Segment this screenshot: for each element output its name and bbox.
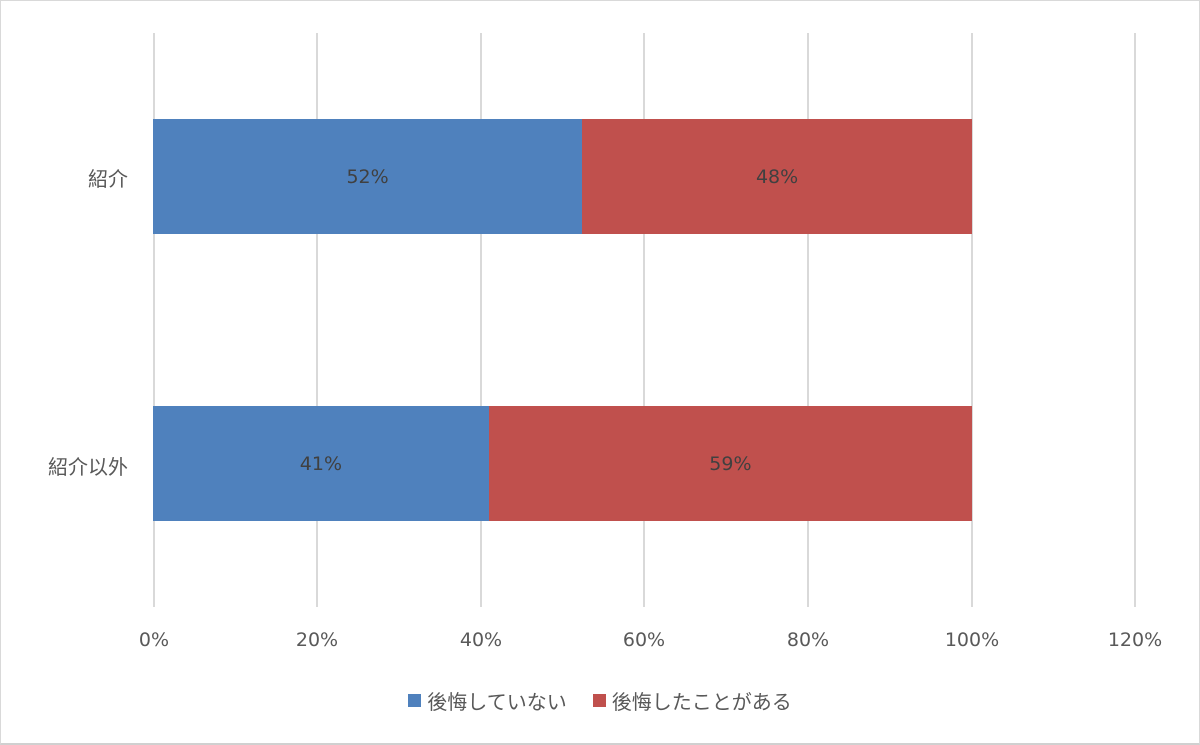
legend-swatch-red bbox=[592, 694, 606, 707]
bar-segment-regret: 48% bbox=[582, 119, 972, 234]
x-tick-label: 100% bbox=[944, 629, 1000, 651]
x-tick-label: 80% bbox=[786, 629, 830, 651]
x-tick-label: 40% bbox=[459, 629, 503, 651]
x-tick-label: 20% bbox=[295, 629, 339, 651]
bar-row-shokai: 52% 48% bbox=[153, 119, 972, 234]
bar-segment-no-regret: 41% bbox=[153, 406, 489, 521]
data-label: 59% bbox=[709, 452, 752, 475]
bar-segment-regret: 59% bbox=[488, 406, 972, 521]
legend-swatch-blue bbox=[408, 694, 422, 707]
gridline-100 bbox=[971, 33, 973, 607]
data-label: 48% bbox=[755, 165, 799, 188]
gridline-20 bbox=[316, 33, 318, 607]
category-label-shokai-igai: 紹介以外 bbox=[48, 455, 128, 479]
x-tick-label: 0% bbox=[138, 629, 170, 651]
gridline-0 bbox=[153, 33, 155, 607]
legend-label: 後悔していない bbox=[427, 690, 567, 714]
legend-item-no-regret: 後悔していない bbox=[408, 686, 567, 715]
bar-segment-no-regret: 52% bbox=[153, 119, 583, 234]
legend-item-regret: 後悔したことがある bbox=[592, 686, 792, 715]
gridline-80 bbox=[807, 33, 809, 607]
gridline-40 bbox=[480, 33, 482, 607]
data-label: 41% bbox=[299, 452, 342, 475]
category-label-shokai: 紹介 bbox=[88, 167, 128, 191]
data-label: 52% bbox=[346, 165, 389, 188]
x-tick-label: 60% bbox=[622, 629, 666, 651]
legend-label: 後悔したことがある bbox=[611, 690, 792, 714]
legend: 後悔していない 後悔したことがある bbox=[0, 686, 1200, 715]
bar-row-shokai-igai: 41% 59% bbox=[153, 406, 972, 521]
x-tick-label: 120% bbox=[1107, 629, 1163, 651]
gridline-120 bbox=[1134, 33, 1136, 607]
gridline-60 bbox=[643, 33, 645, 607]
plot-area: 52% 48% 41% 59% bbox=[153, 33, 1136, 607]
